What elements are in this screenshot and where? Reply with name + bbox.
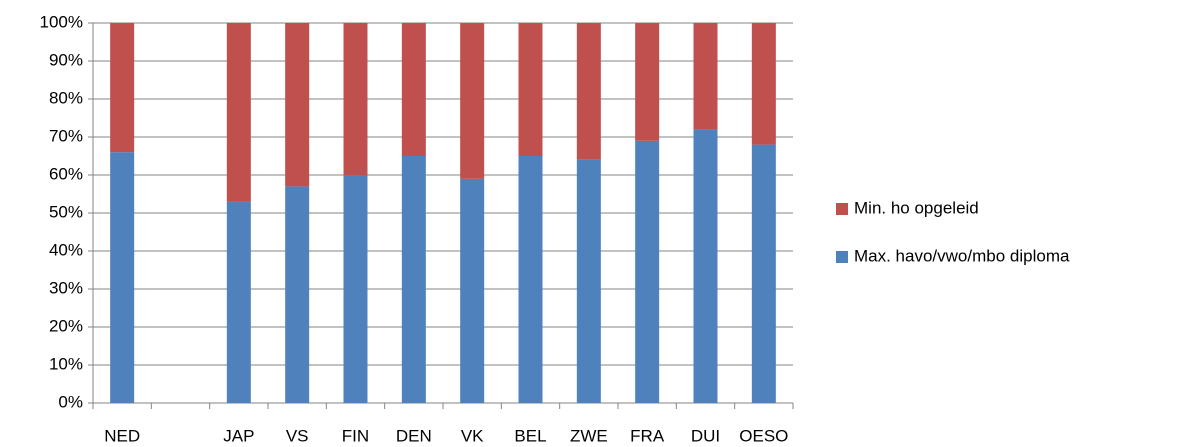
x-tick-label: ZWE bbox=[570, 426, 608, 445]
y-tick-label: 70% bbox=[49, 126, 83, 145]
bar bbox=[401, 156, 426, 403]
bar bbox=[635, 23, 660, 141]
x-tick-label: BEL bbox=[514, 426, 546, 445]
bar bbox=[110, 23, 135, 153]
y-tick-label: 90% bbox=[49, 50, 83, 69]
bar bbox=[343, 23, 368, 175]
bar bbox=[693, 129, 718, 403]
y-tick-label: 20% bbox=[49, 316, 83, 335]
x-tick-label: FIN bbox=[342, 426, 369, 445]
bar bbox=[460, 178, 485, 403]
y-tick-label: 10% bbox=[49, 354, 83, 373]
legend-label: Max. havo/vwo/mbo diploma bbox=[854, 246, 1070, 265]
x-tick-label: OESO bbox=[739, 426, 788, 445]
x-tick-label: DUI bbox=[691, 426, 720, 445]
bar bbox=[401, 23, 426, 156]
bar bbox=[751, 144, 776, 403]
x-tick-label: VK bbox=[461, 426, 484, 445]
bar bbox=[285, 186, 310, 403]
bar bbox=[518, 23, 543, 156]
y-tick-label: 40% bbox=[49, 240, 83, 259]
legend-swatch bbox=[836, 251, 848, 263]
bar bbox=[751, 23, 776, 145]
x-tick-label: FRA bbox=[630, 426, 665, 445]
bar bbox=[226, 201, 251, 403]
bar bbox=[576, 159, 601, 403]
bar bbox=[518, 156, 543, 403]
y-tick-label: 60% bbox=[49, 164, 83, 183]
bar bbox=[110, 152, 135, 403]
y-tick-label: 30% bbox=[49, 278, 83, 297]
legend-label: Min. ho opgeleid bbox=[854, 198, 979, 217]
x-tick-label: DEN bbox=[396, 426, 432, 445]
legend-swatch bbox=[836, 203, 848, 215]
bar bbox=[693, 23, 718, 130]
x-tick-label: VS bbox=[286, 426, 309, 445]
y-tick-label: 0% bbox=[58, 392, 83, 411]
bar bbox=[226, 23, 251, 202]
y-tick-label: 100% bbox=[40, 12, 83, 31]
y-tick-label: 80% bbox=[49, 88, 83, 107]
y-tick-label: 50% bbox=[49, 202, 83, 221]
bar bbox=[285, 23, 310, 187]
bar bbox=[635, 140, 660, 404]
x-tick-label: JAP bbox=[223, 426, 254, 445]
bar bbox=[576, 23, 601, 160]
x-tick-label: NED bbox=[104, 426, 140, 445]
bar bbox=[460, 23, 485, 179]
bar bbox=[343, 175, 368, 403]
